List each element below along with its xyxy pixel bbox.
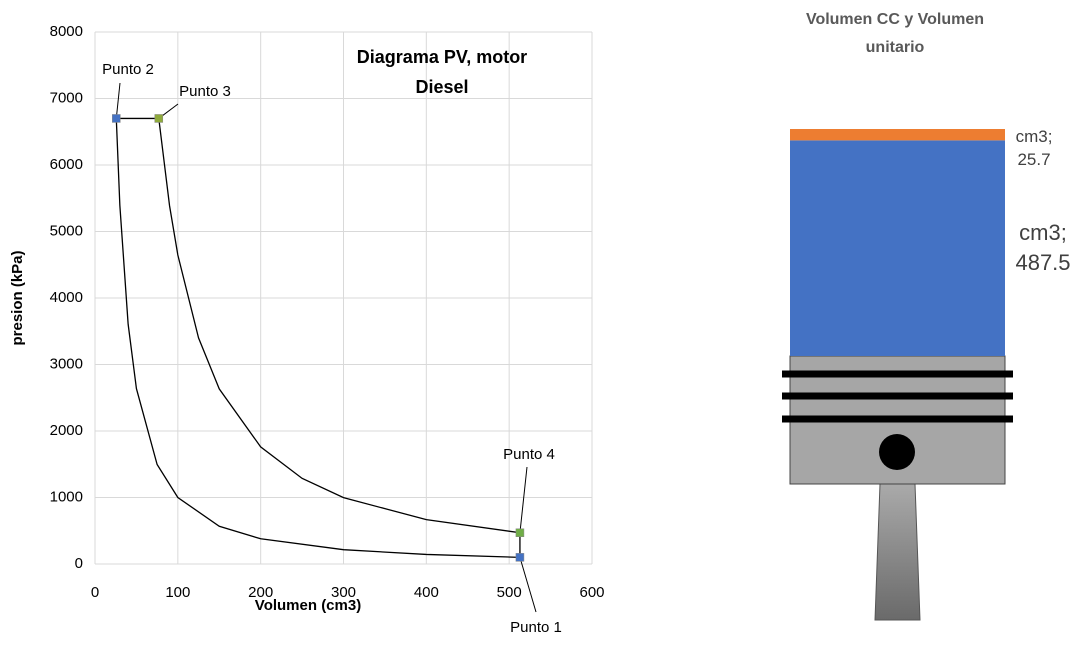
x-tick-label: 200 bbox=[248, 584, 273, 601]
y-tick-label: 1000 bbox=[50, 488, 83, 505]
x-tick-label: 0 bbox=[91, 584, 99, 601]
point-marker bbox=[515, 553, 525, 562]
y-tick-label: 2000 bbox=[50, 422, 83, 439]
data-label: cm3; 25.7 bbox=[1015, 126, 1053, 169]
y-axis-title: presion (kPa) bbox=[9, 250, 26, 345]
piston-pin bbox=[879, 434, 915, 470]
x-tick-label: 100 bbox=[165, 584, 190, 601]
point-marker bbox=[154, 114, 164, 123]
x-tick-label: 500 bbox=[497, 584, 522, 601]
x-tick-label: 600 bbox=[579, 584, 604, 601]
y-tick-label: 8000 bbox=[50, 23, 83, 40]
point-label: Punto 2 bbox=[102, 61, 154, 78]
data-label: cm3; 487.5 bbox=[1015, 220, 1071, 276]
leader-line bbox=[519, 557, 537, 613]
point-label: Punto 1 bbox=[510, 619, 562, 636]
leader-line bbox=[115, 82, 121, 119]
cycle-line bbox=[115, 117, 521, 558]
y-tick-label: 7000 bbox=[50, 89, 83, 106]
leader-line bbox=[519, 466, 528, 533]
y-tick-label: 4000 bbox=[50, 289, 83, 306]
y-tick-label: 5000 bbox=[50, 222, 83, 239]
y-tick-label: 3000 bbox=[50, 355, 83, 372]
y-tick-label: 6000 bbox=[50, 156, 83, 173]
chart-title: Diagrama PV, motor Diesel bbox=[356, 47, 528, 97]
point-marker bbox=[112, 114, 121, 123]
x-tick-label: 300 bbox=[331, 584, 356, 601]
x-axis-title: Volumen (cm3) bbox=[255, 597, 361, 614]
y-tick-label: 0 bbox=[75, 555, 83, 572]
bar-segment bbox=[790, 140, 1005, 356]
bar-segment bbox=[790, 129, 1005, 141]
point-label: Punto 4 bbox=[503, 446, 555, 463]
chart-title: Volumen CC y Volumen unitario bbox=[805, 11, 985, 56]
point-marker bbox=[515, 528, 525, 537]
point-label: Punto 3 bbox=[179, 83, 231, 100]
x-tick-label: 400 bbox=[414, 584, 439, 601]
connecting-rod bbox=[874, 483, 921, 621]
